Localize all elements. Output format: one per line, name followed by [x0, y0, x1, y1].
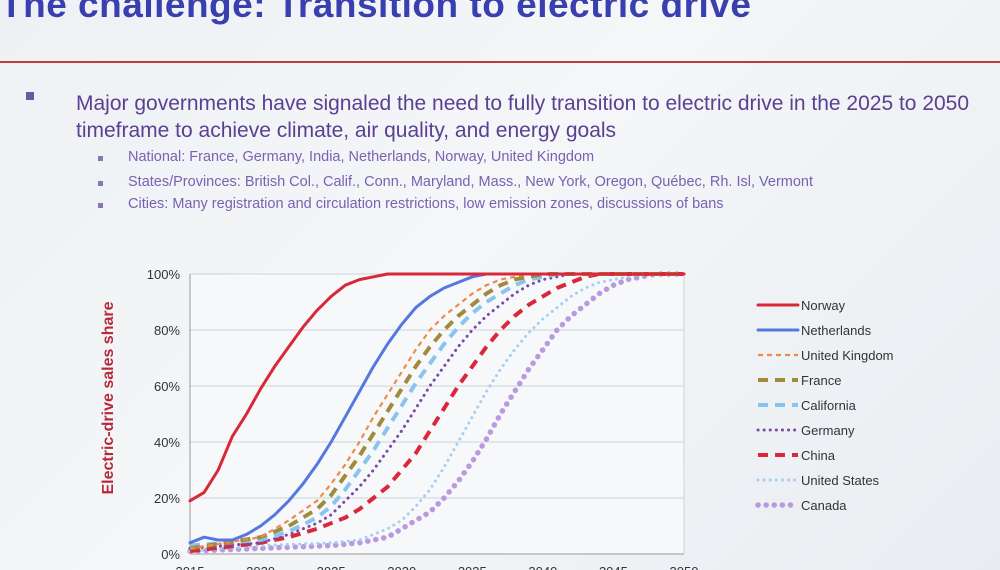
y-tick-label: 100% [147, 267, 181, 282]
series-line-canada [187, 271, 687, 554]
main-bullet-text: Major governments have signaled the need… [76, 92, 970, 142]
legend-label: China [801, 448, 836, 463]
legend-label: United States [801, 473, 880, 488]
sub-bullet-national: National: France, Germany, India, Nether… [128, 149, 595, 165]
legend-label: France [801, 373, 841, 388]
sub-bullet-cities: Cities: Many registration and circulatio… [128, 196, 724, 212]
legend-label: Germany [801, 423, 855, 438]
series-line-norway [188, 272, 686, 503]
series-line-united-states [188, 272, 686, 553]
series-line-france [189, 272, 684, 551]
x-tick-label: 2040 [528, 564, 557, 570]
sub-bullet-marker [98, 203, 103, 208]
y-tick-label: 60% [154, 379, 180, 394]
main-bullet-marker [26, 92, 34, 100]
series-line-germany [188, 272, 686, 550]
legend-label: Canada [801, 498, 847, 513]
x-tick-label: 2020 [246, 564, 275, 570]
y-tick-label: 80% [154, 323, 180, 338]
slide-title: The challenge: Transition to electric dr… [0, 0, 752, 25]
x-tick-label: 2045 [599, 564, 628, 570]
sub-bullet-states: States/Provinces: British Col., Calif., … [128, 174, 814, 190]
sub-bullet-marker [98, 156, 103, 161]
series-line-california [189, 272, 684, 548]
legend-label: Netherlands [801, 323, 872, 338]
y-axis-label: Electric-drive sales share [100, 301, 117, 494]
y-tick-label: 40% [154, 435, 180, 450]
x-tick-label: 2035 [458, 564, 487, 570]
x-tick-label: 2030 [387, 564, 416, 570]
legend-label: California [801, 398, 857, 413]
x-tick-label: 2015 [176, 564, 205, 570]
legend-label: Norway [801, 298, 846, 313]
plot-area [190, 274, 684, 554]
y-tick-label: 20% [154, 491, 180, 506]
series-line-united-kingdom [189, 272, 684, 550]
x-tick-label: 2025 [317, 564, 346, 570]
title-divider [0, 61, 1000, 63]
sub-bullet-marker [98, 181, 103, 186]
x-tick-label: 2050 [670, 564, 699, 570]
y-tick-label: 0% [161, 547, 180, 562]
series-line-netherlands [188, 272, 686, 545]
legend-label: United Kingdom [801, 348, 894, 363]
